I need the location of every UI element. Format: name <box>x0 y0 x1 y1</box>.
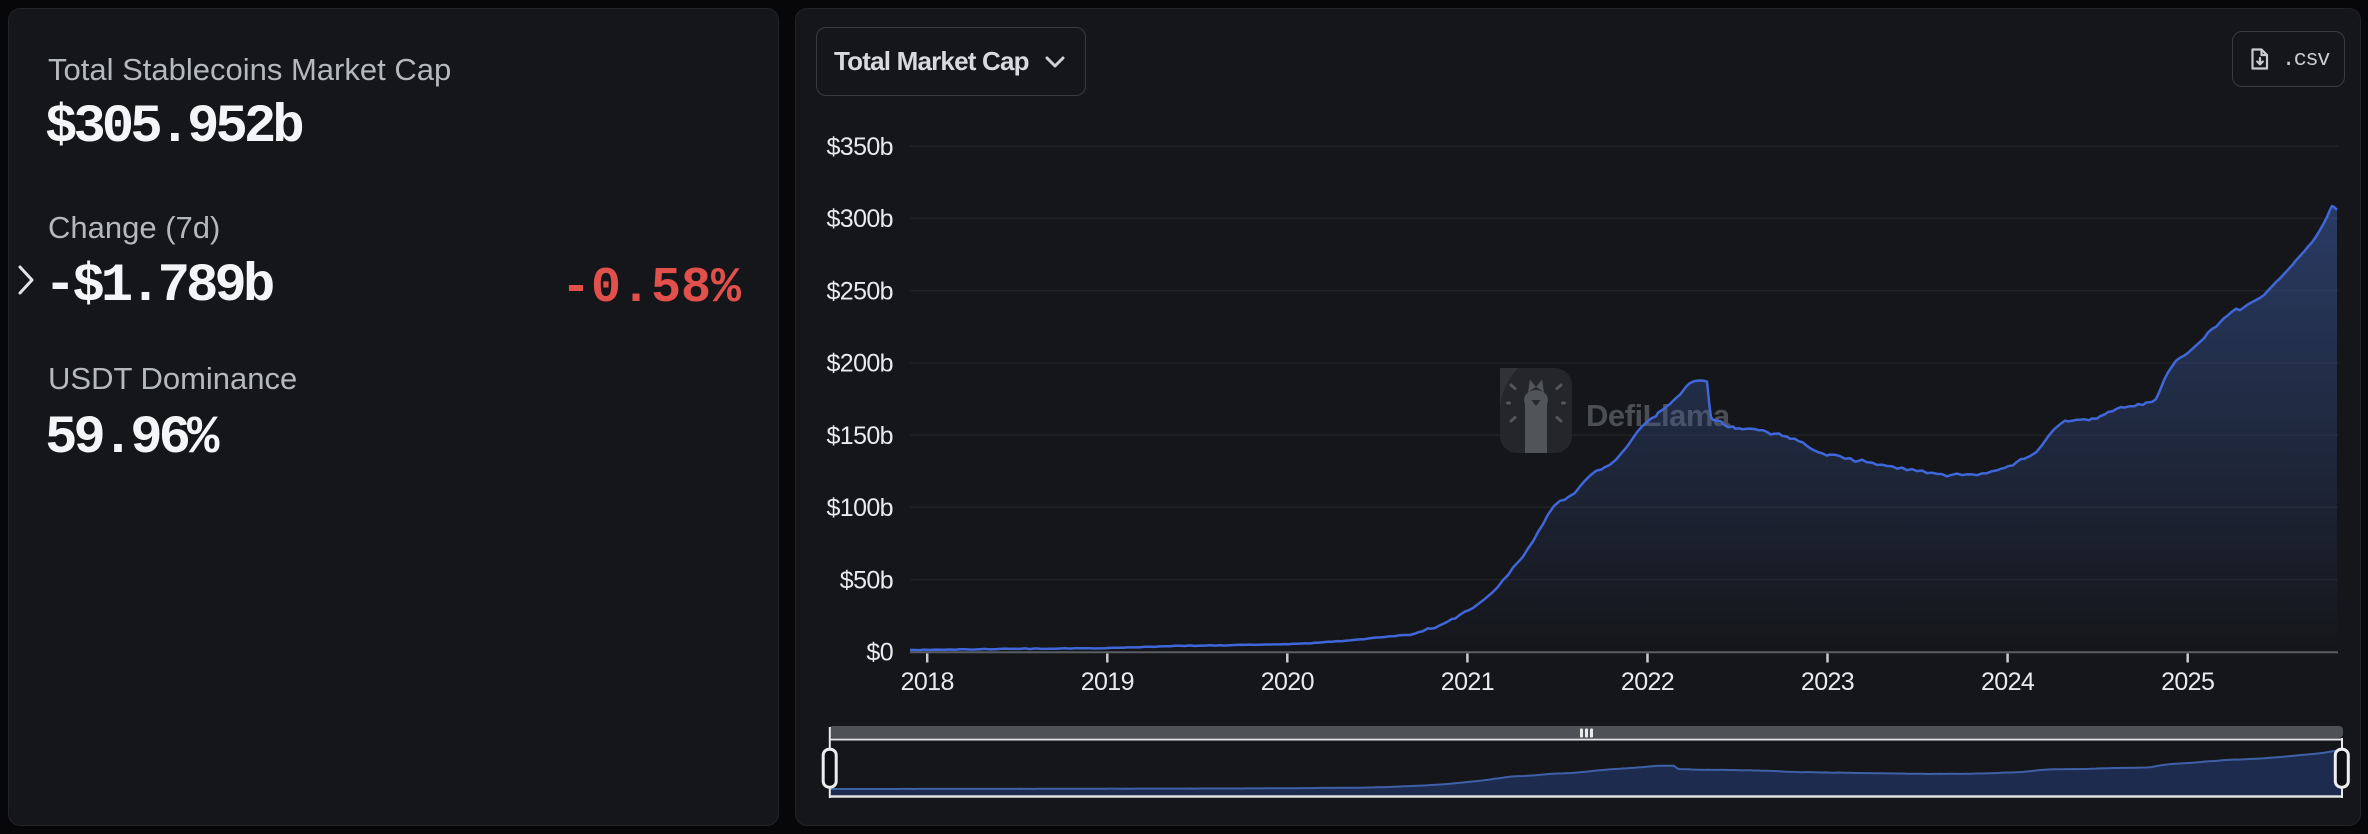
svg-text:2020: 2020 <box>1261 668 1314 696</box>
svg-text:2022: 2022 <box>1621 668 1674 696</box>
svg-text:$150b: $150b <box>826 422 893 450</box>
svg-text:2024: 2024 <box>1981 668 2035 696</box>
svg-text:$250b: $250b <box>826 277 893 305</box>
svg-text:2023: 2023 <box>1801 668 1854 696</box>
svg-text:2019: 2019 <box>1081 668 1134 696</box>
svg-text:2018: 2018 <box>901 668 954 696</box>
svg-text:$200b: $200b <box>826 350 893 378</box>
svg-text:$100b: $100b <box>826 494 893 522</box>
svg-text:$300b: $300b <box>826 205 893 233</box>
svg-text:2025: 2025 <box>2161 668 2214 696</box>
svg-text:$0: $0 <box>866 639 893 667</box>
svg-text:$350b: $350b <box>826 133 893 161</box>
svg-text:$50b: $50b <box>840 566 893 594</box>
svg-text:2021: 2021 <box>1441 668 1494 696</box>
